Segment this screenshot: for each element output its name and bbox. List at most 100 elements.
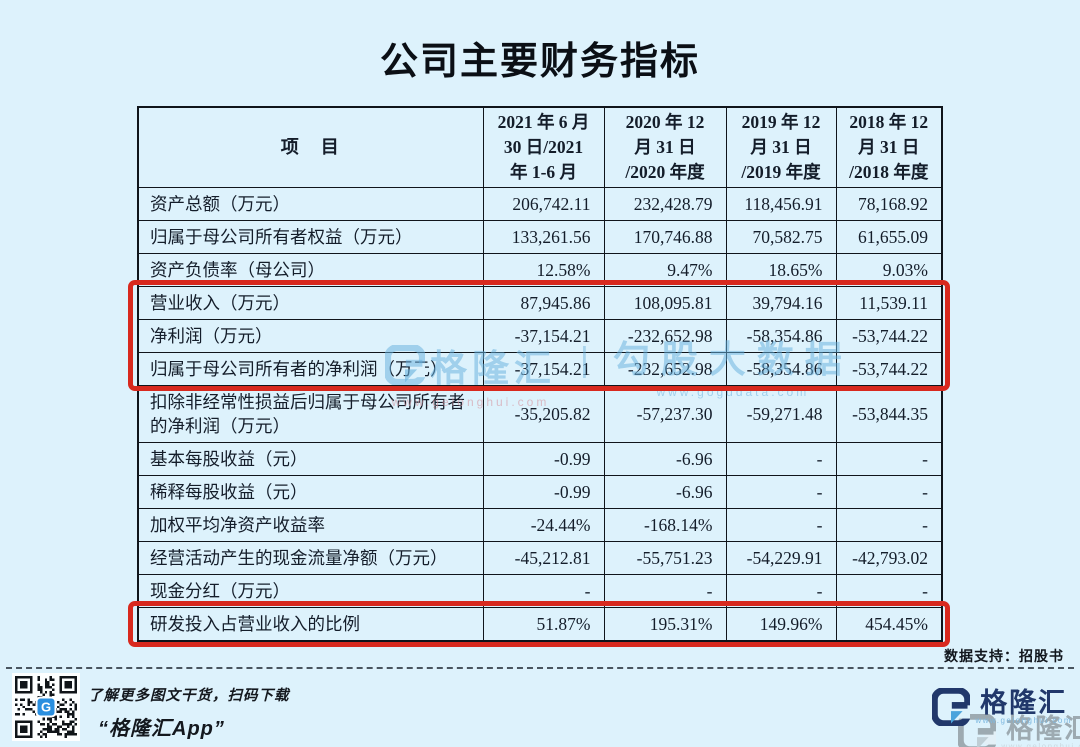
cell-value: 206,742.11	[482, 187, 605, 221]
cell-value: 39,794.16	[725, 286, 837, 320]
cell-value: 118,456.91	[725, 187, 837, 221]
column-header-item: 项 目	[137, 106, 484, 188]
gelonghui-logo: 格隆汇 www.gelonghui.com	[932, 688, 1072, 726]
column-header-period: 2020 年 12 月 31 日 /2020 年度	[603, 106, 727, 188]
cell-value: -0.99	[482, 475, 605, 509]
data-source-note: 数据支持：招股书	[944, 648, 1064, 664]
cell-value: 9.47%	[603, 253, 727, 287]
cell-value: -35,205.82	[482, 385, 605, 443]
row-label: 净利润（万元）	[137, 319, 484, 353]
table-row: 归属于母公司所有者权益（万元） 133,261.56 170,746.88 70,58…	[137, 220, 943, 254]
gelonghui-qr-badge-icon: G	[35, 696, 57, 718]
cell-value: -45,212.81	[482, 541, 605, 575]
table-row: 扣除非经常性损益后归属于母公司所有者的净利润（万元） -35,205.82 -57,…	[137, 385, 943, 443]
cell-value: 454.45%	[835, 607, 943, 642]
row-label: 现金分红（万元）	[137, 574, 484, 608]
cell-value: -	[725, 475, 837, 509]
cell-value: -6.96	[603, 442, 727, 476]
cell-value: -6.96	[603, 475, 727, 509]
cell-value: 170,746.88	[603, 220, 727, 254]
cell-value: -	[835, 442, 943, 476]
cell-value: 51.87%	[482, 607, 605, 642]
row-label: 营业收入（万元）	[137, 286, 484, 320]
logo-ghost-text: 格隆汇	[1006, 714, 1080, 744]
cell-value: -53,844.35	[835, 385, 943, 443]
logo-url: www.gelonghui.com	[975, 716, 1072, 725]
promo-text: 了解更多图文干货，扫码下载	[88, 688, 290, 704]
cell-value: 78,168.92	[835, 187, 943, 221]
cell-value: 232,428.79	[603, 187, 727, 221]
logo-text: 格隆汇	[980, 688, 1068, 718]
gelonghui-logo-ghost: 格隆汇 www.gelonghui.com	[958, 714, 1080, 747]
row-label: 研发投入占营业收入的比例	[137, 607, 484, 642]
row-label: 资产总额（万元）	[137, 187, 484, 221]
cell-value: 18.65%	[725, 253, 837, 287]
row-label: 加权平均净资产收益率	[137, 508, 484, 542]
table-row: 资产负债率（母公司） 12.58% 9.47% 18.65% 9.03%	[137, 253, 943, 287]
cell-value: 133,261.56	[482, 220, 605, 254]
gelonghui-logo-ghost-icon	[958, 714, 997, 747]
cell-value: 195.31%	[603, 607, 727, 642]
app-name-text: “格隆汇App”	[98, 718, 225, 740]
cell-value: -57,237.30	[603, 385, 727, 443]
row-label: 扣除非经常性损益后归属于母公司所有者的净利润（万元）	[137, 385, 484, 443]
table-row: 加权平均净资产收益率 -24.44% -168.14% - -	[137, 508, 943, 542]
footer-divider	[6, 667, 1074, 669]
logo-ghost-url: www.gelonghui.com	[1001, 742, 1080, 747]
cell-value: -	[482, 574, 605, 608]
cell-value: -168.14%	[603, 508, 727, 542]
row-label: 归属于母公司所有者权益（万元）	[137, 220, 484, 254]
row-label: 归属于母公司所有者的净利润（万元）	[137, 352, 484, 386]
table-row: 资产总额（万元） 206,742.11 232,428.79 118,456.91 78…	[137, 187, 943, 221]
cell-value: -	[835, 475, 943, 509]
row-label: 资产负债率（母公司）	[137, 253, 484, 287]
table-row: 现金分红（万元） - - - -	[137, 574, 943, 608]
cell-value: -	[725, 574, 837, 608]
app-qr-code: G	[12, 673, 80, 741]
cell-value: -	[603, 574, 727, 608]
cell-value: 149.96%	[725, 607, 837, 642]
cell-value: -58,354.86	[725, 352, 837, 386]
cell-value: 70,582.75	[725, 220, 837, 254]
table-row: 经营活动产生的现金流量净额（万元） -45,212.81 -55,751.23 -54…	[137, 541, 943, 575]
cell-value: -53,744.22	[835, 352, 943, 386]
cell-value: -55,751.23	[603, 541, 727, 575]
table-header-row: 项 目 2021 年 6 月 30 日/2021 年 1-6 月 2020 年 1…	[137, 106, 943, 188]
table-row: 研发投入占营业收入的比例 51.87% 195.31% 149.96% 454.45%	[137, 607, 943, 642]
gelonghui-logo-icon	[932, 688, 971, 726]
page-title: 公司主要财务指标	[379, 41, 700, 83]
financial-table-container: 项 目 2021 年 6 月 30 日/2021 年 1-6 月 2020 年 1…	[128, 106, 950, 647]
cell-value: 9.03%	[835, 253, 943, 287]
cell-value: -59,271.48	[725, 385, 837, 443]
cell-value: 108,095.81	[603, 286, 727, 320]
table-row: 基本每股收益（元） -0.99 -6.96- -	[137, 442, 943, 476]
cell-value: -232,652.98	[603, 352, 727, 386]
row-label: 稀释每股收益（元）	[137, 475, 484, 509]
cell-value: -37,154.21	[482, 352, 605, 386]
cell-value: -	[835, 508, 943, 542]
column-header-period: 2021 年 6 月 30 日/2021 年 1-6 月	[482, 106, 605, 188]
row-label: 经营活动产生的现金流量净额（万元）	[137, 541, 484, 575]
cell-value: -	[835, 574, 943, 608]
cell-value: 12.58%	[482, 253, 605, 287]
cell-value: -58,354.86	[725, 319, 837, 353]
cell-value: -	[725, 442, 837, 476]
cell-value: 11,539.11	[835, 286, 943, 320]
table-row: 营业收入（万元） 87,945.86 108,095.81 39,794.16 11,5…	[137, 286, 943, 320]
cell-value: -24.44%	[482, 508, 605, 542]
cell-value: -	[725, 508, 837, 542]
financial-table: 项 目 2021 年 6 月 30 日/2021 年 1-6 月 2020 年 1…	[137, 106, 943, 642]
cell-value: -42,793.02	[835, 541, 943, 575]
table-row: 归属于母公司所有者的净利润（万元） -37,154.21 -232,652.98 -5…	[137, 352, 943, 386]
cell-value: -37,154.21	[482, 319, 605, 353]
table-row: 稀释每股收益（元） -0.99 -6.96- -	[137, 475, 943, 509]
row-label: 基本每股收益（元）	[137, 442, 484, 476]
cell-value: -54,229.91	[725, 541, 837, 575]
cell-value: -53,744.22	[835, 319, 943, 353]
cell-value: -232,652.98	[603, 319, 727, 353]
cell-value: -0.99	[482, 442, 605, 476]
column-header-period: 2018 年 12 月 31 日 /2018 年度	[835, 106, 943, 188]
cell-value: 87,945.86	[482, 286, 605, 320]
table-row: 净利润（万元） -37,154.21 -232,652.98 -58,354.86 -5…	[137, 319, 943, 353]
